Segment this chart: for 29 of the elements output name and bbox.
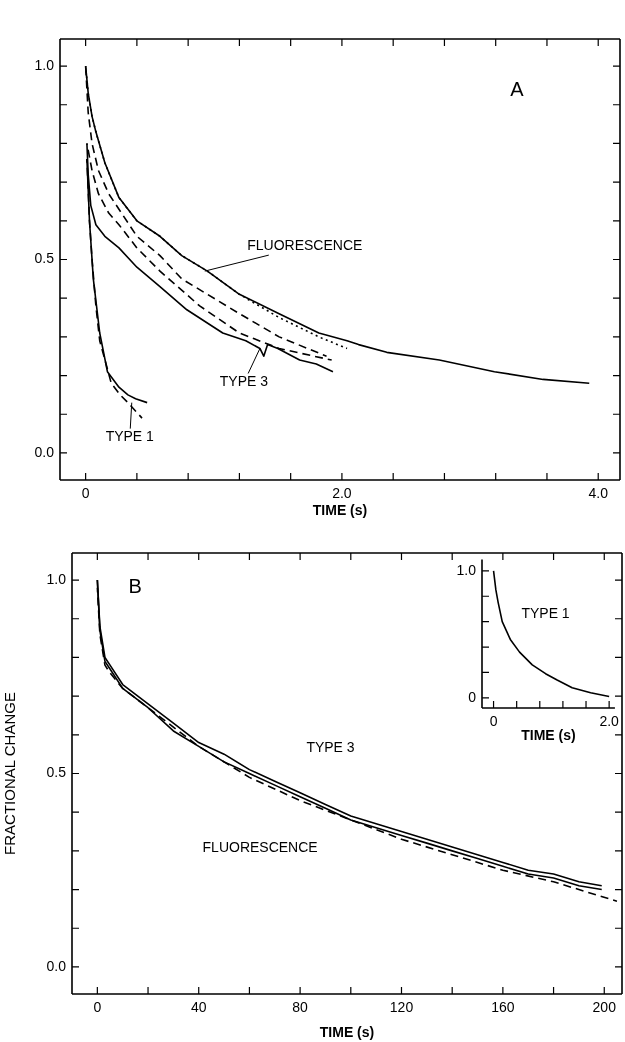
y-tick-label: 0.0 <box>34 443 55 460</box>
x-tick-label: 120 <box>389 999 414 1016</box>
y-tick-label: 1.0 <box>456 561 477 578</box>
annotation: FLUORESCENCE <box>247 236 363 253</box>
annotation: TYPE 1 <box>521 605 570 622</box>
y-tick-label: 0.5 <box>46 764 67 781</box>
x-tick-label: 0 <box>93 999 102 1016</box>
x-tick-label: 40 <box>190 999 207 1016</box>
x-tick-label: 4.0 <box>588 485 609 502</box>
x-tick-label: 200 <box>592 999 617 1016</box>
annotation: A <box>510 77 525 100</box>
x-axis-title: TIME (s) <box>312 502 368 519</box>
y-tick-label: 1.0 <box>34 56 55 73</box>
annotation: TYPE 3 <box>219 373 269 390</box>
x-tick-label: 2.0 <box>332 485 352 502</box>
x-tick-label: 80 <box>292 999 309 1016</box>
annotation: TYPE 3 <box>306 738 355 755</box>
annotation: B <box>128 575 142 598</box>
x-tick-label: 0 <box>81 485 90 502</box>
annotation: FLUORESCENCE <box>202 838 318 855</box>
annotation: TYPE 1 <box>105 428 155 445</box>
y-axis-title: FRACTIONAL CHANGE <box>1 692 19 855</box>
y-tick-label: 1.0 <box>46 570 67 587</box>
x-axis-title: TIME (s) <box>319 1024 375 1041</box>
x-tick-label: 160 <box>491 999 515 1016</box>
y-tick-label: 0.0 <box>46 957 67 974</box>
x-axis-title: TIME (s) <box>521 727 576 744</box>
x-tick-label: 2.0 <box>599 713 620 730</box>
y-tick-label: 0.5 <box>34 250 55 267</box>
